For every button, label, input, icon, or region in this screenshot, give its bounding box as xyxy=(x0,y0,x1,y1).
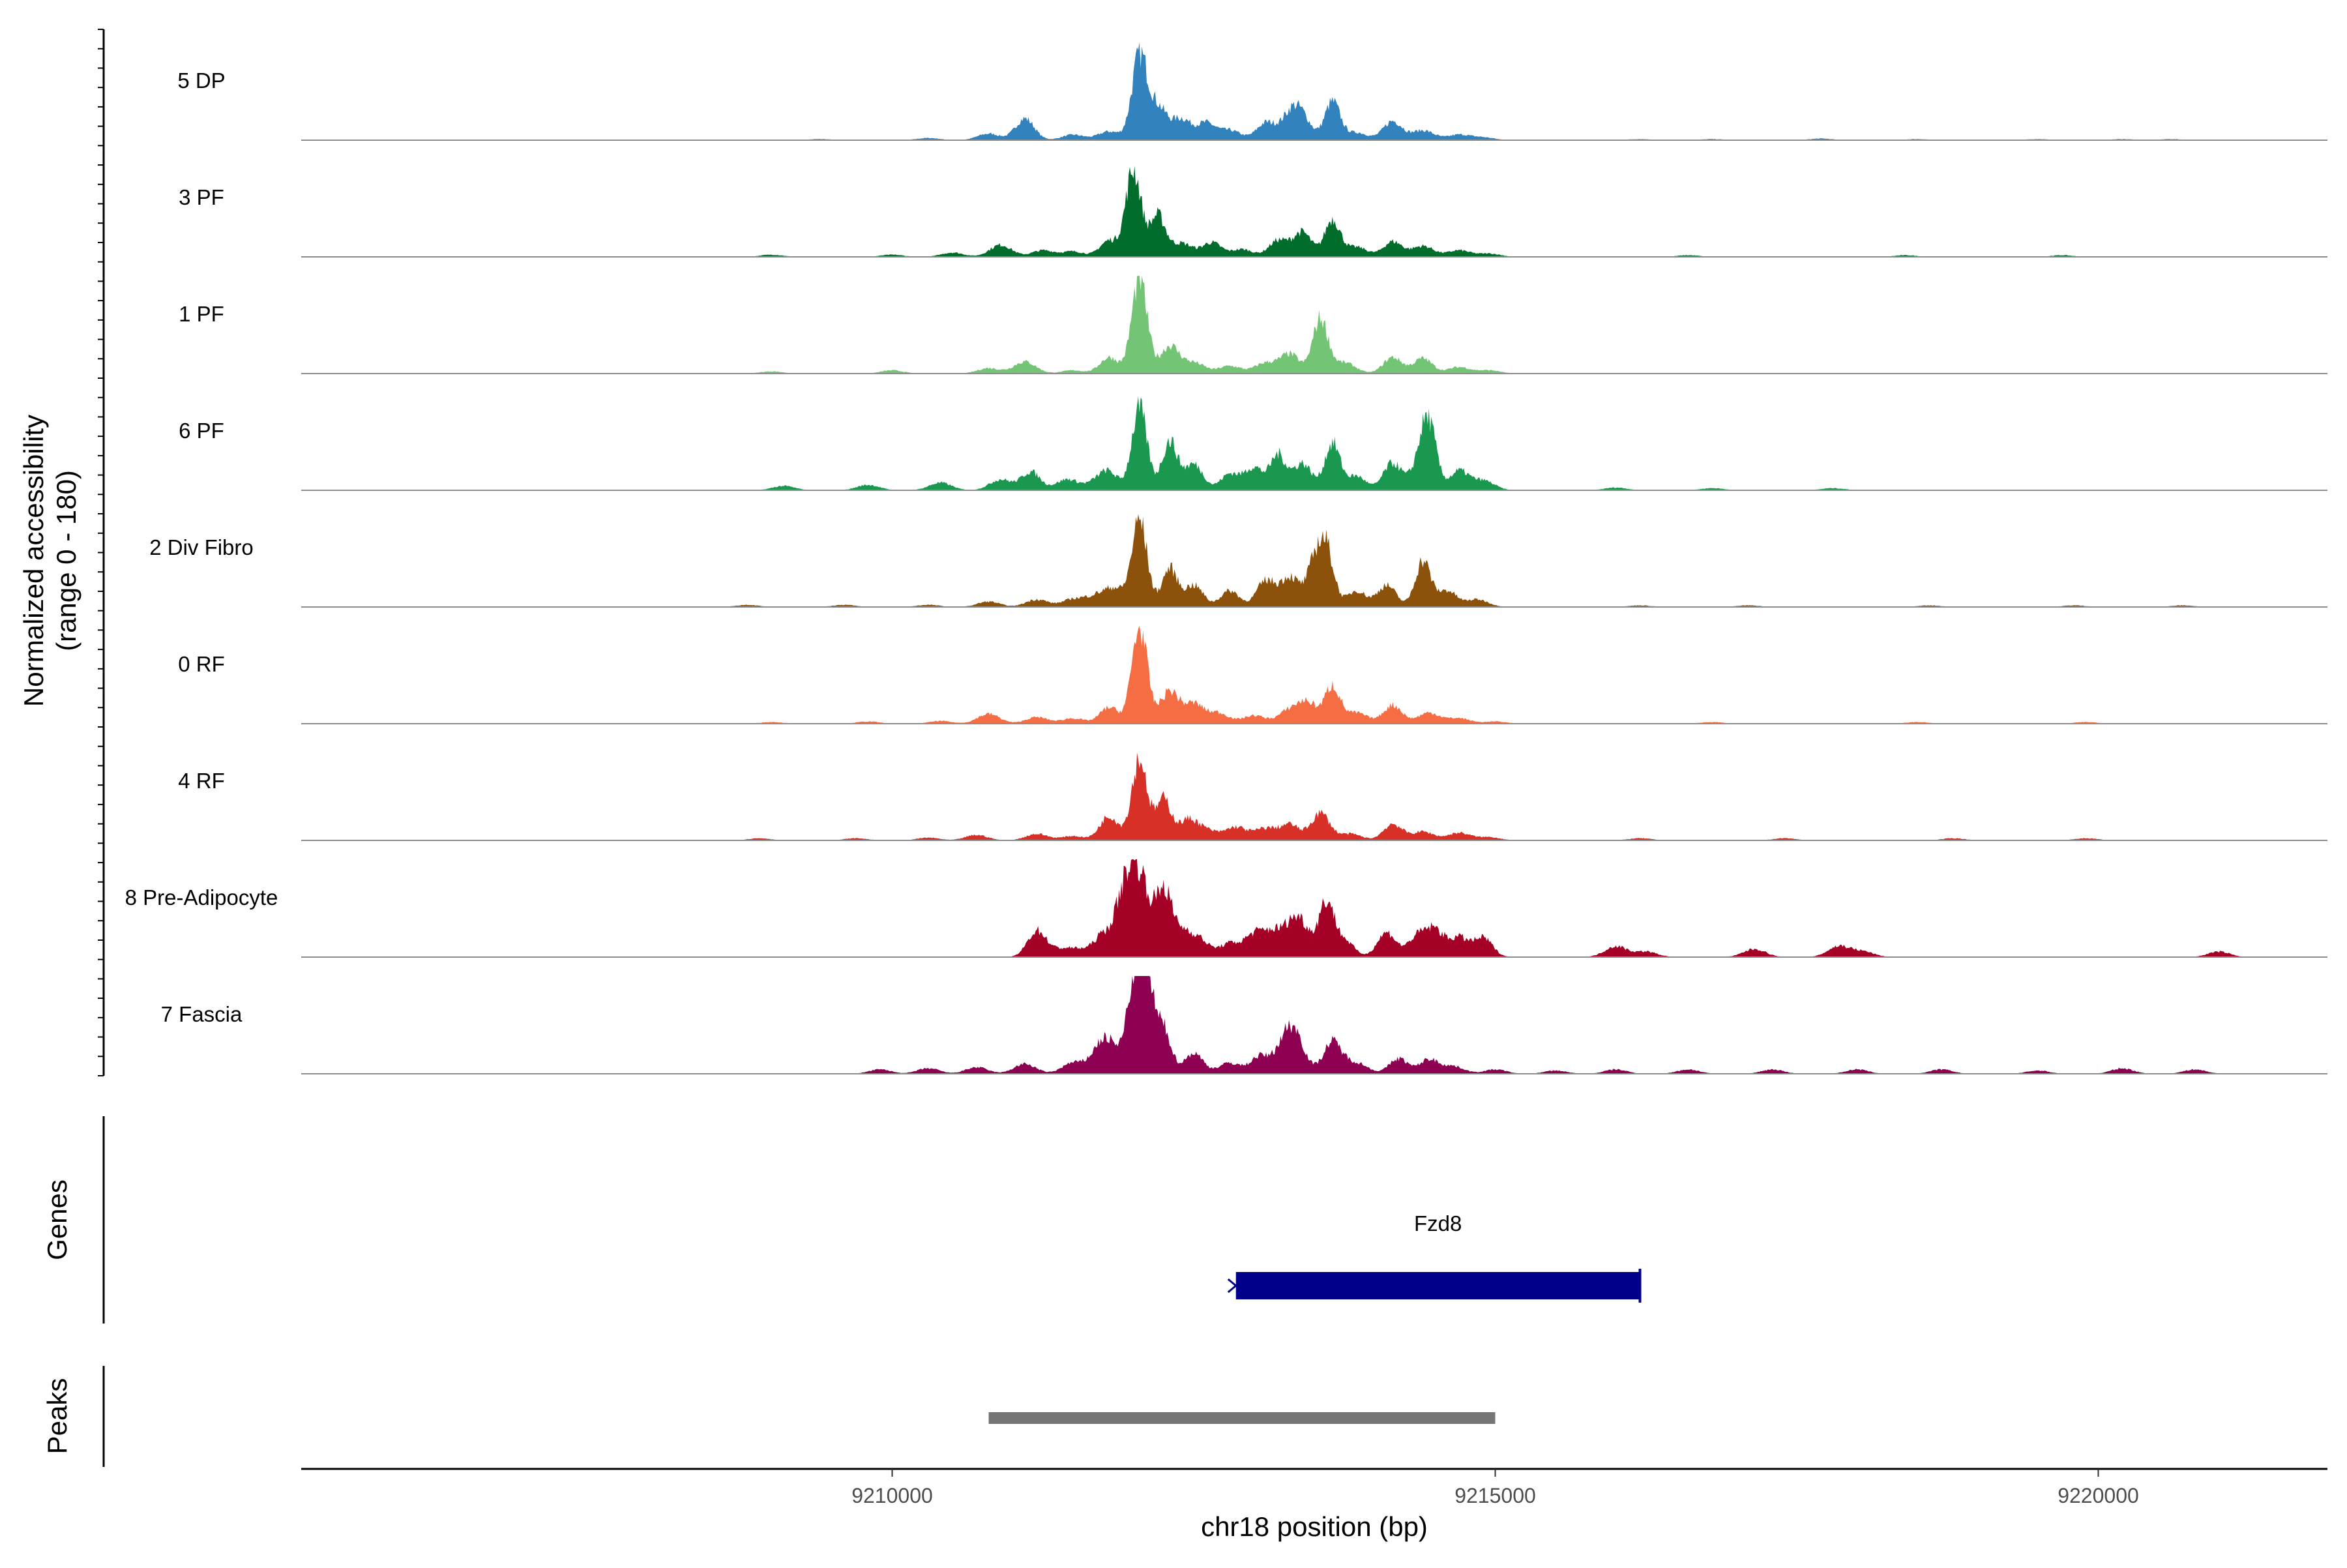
track-label-6-pf: 6 PF xyxy=(179,419,224,443)
track-label-3-pf: 3 PF xyxy=(179,185,224,209)
coverage-area-2-div-fibro xyxy=(699,514,2255,607)
gene-label-fzd8: Fzd8 xyxy=(1414,1211,1462,1235)
x-axis-title: chr18 position (bp) xyxy=(1201,1511,1428,1542)
peaks-panel: Peaks xyxy=(42,1366,1496,1467)
x-axis: chr18 position (bp) 9210000 9215000 922000… xyxy=(301,1468,2327,1542)
track-3-pf: 3 PF xyxy=(179,166,2327,258)
track-6-pf: 6 PF xyxy=(179,396,2327,491)
track-2-div-fibro: 2 Div Fibro xyxy=(149,514,2327,608)
track-label-2-div-fibro: 2 Div Fibro xyxy=(149,535,254,559)
y-axis-title-line2: (range 0 - 180) xyxy=(51,470,81,651)
track-5-dp: 5 DP xyxy=(177,42,2327,141)
coverage-area-1-pf xyxy=(699,276,2255,374)
gene-strand-marker xyxy=(1227,1278,1238,1294)
x-tick-label: 9215000 xyxy=(1454,1484,1536,1507)
coverage-area-7-fascia xyxy=(699,976,2255,1074)
x-tick-label: 9210000 xyxy=(851,1484,933,1507)
x-tick-label: 9220000 xyxy=(2058,1484,2139,1507)
track-4-rf: 4 RF xyxy=(178,752,2327,841)
y-axis-title-line1: Normalized accessibility xyxy=(18,415,49,707)
genes-panel: Genes Fzd8 xyxy=(42,1116,1642,1324)
coverage-area-6-pf xyxy=(699,396,2255,490)
track-label-4-rf: 4 RF xyxy=(178,769,225,793)
track-label-8-pre-adipocyte: 8 Pre-Adipocyte xyxy=(125,885,278,910)
peak-region-bar xyxy=(988,1412,1496,1424)
coverage-area-5-dp xyxy=(699,42,2255,140)
track-7-fascia: 7 Fascia xyxy=(161,976,2327,1074)
coverage-area-4-rf xyxy=(699,752,2255,840)
track-0-rf: 0 RF xyxy=(178,626,2327,724)
genes-track-title: Genes xyxy=(42,1179,72,1260)
peaks-track-title: Peaks xyxy=(42,1378,72,1455)
track-1-pf: 1 PF xyxy=(179,276,2327,374)
gene-body-fzd8 xyxy=(1235,1272,1640,1299)
track-label-5-dp: 5 DP xyxy=(177,68,225,93)
track-label-7-fascia: 7 Fascia xyxy=(161,1002,243,1026)
track-8-pre-adipocyte: 8 Pre-Adipocyte xyxy=(125,859,2327,958)
coverage-area-8-pre-adipocyte xyxy=(699,859,2255,957)
coverage-area-3-pf xyxy=(699,166,2255,257)
track-label-1-pf: 1 PF xyxy=(179,302,224,326)
coverage-area-0-rf xyxy=(699,626,2255,724)
coverage-panel: 5 DP 3 PF 1 PF 6 PF 2 Div Fibro 0 RF 4 RF 8 Pre… xyxy=(98,29,2327,1076)
track-label-0-rf: 0 RF xyxy=(178,652,225,676)
